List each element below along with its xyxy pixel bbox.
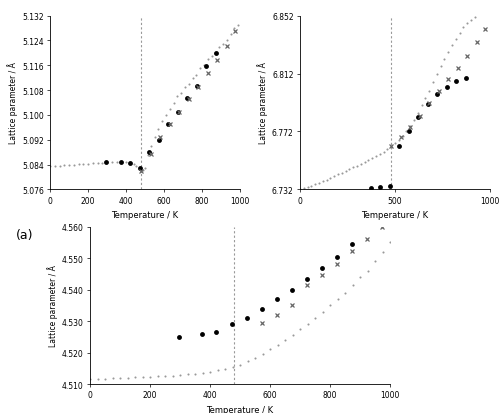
Text: (b): (b) bbox=[266, 228, 283, 241]
X-axis label: Temperature / K: Temperature / K bbox=[112, 211, 178, 220]
Y-axis label: Lattice parameter / Å: Lattice parameter / Å bbox=[47, 265, 58, 347]
Text: (a): (a) bbox=[16, 228, 34, 241]
Y-axis label: Lattice parameter / Å: Lattice parameter / Å bbox=[7, 62, 18, 144]
X-axis label: Temperature / K: Temperature / K bbox=[206, 405, 274, 413]
X-axis label: Temperature / K: Temperature / K bbox=[362, 211, 428, 220]
Y-axis label: Lattice parameter / Å: Lattice parameter / Å bbox=[257, 62, 268, 144]
